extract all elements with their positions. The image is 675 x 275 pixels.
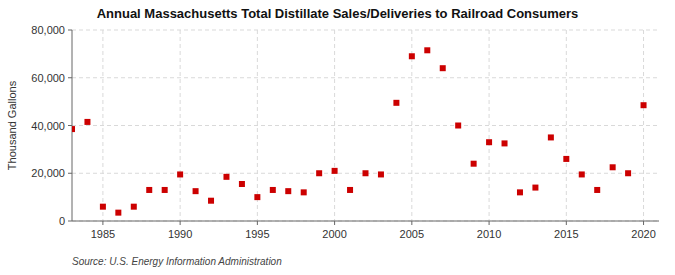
- x-tick: [257, 221, 258, 225]
- y-grid-line: [72, 125, 659, 126]
- point: [393, 100, 399, 106]
- point: [270, 187, 276, 193]
- point: [625, 170, 631, 176]
- x-grid-line: [489, 30, 490, 221]
- x-tick: [566, 221, 567, 225]
- y-tick-label: 60,000: [31, 72, 65, 84]
- point: [440, 65, 446, 71]
- x-tick-label: 2000: [322, 228, 346, 240]
- point: [100, 204, 106, 210]
- ticks: 1985 1990 1995 2000 2005 2010 2015 2020 0 20,000 4…: [31, 24, 655, 240]
- point: [548, 134, 554, 140]
- point: [223, 174, 229, 180]
- x-grid-line: [566, 30, 567, 221]
- point: [177, 171, 183, 177]
- grid: [72, 30, 659, 221]
- point: [610, 164, 616, 170]
- point: [131, 204, 137, 210]
- x-tick: [489, 221, 490, 225]
- point: [378, 171, 384, 177]
- point: [239, 181, 245, 187]
- x-tick-label: 2005: [400, 228, 424, 240]
- x-tick-label: 1990: [168, 228, 192, 240]
- y-grid-line: [72, 221, 659, 222]
- y-axis-label: Thousand Gallons: [6, 80, 18, 170]
- chart-svg: 1985 1990 1995 2000 2005 2010 2015 2020 0 20,000 4…: [0, 0, 675, 275]
- x-tick-label: 2020: [631, 228, 655, 240]
- point: [162, 187, 168, 193]
- point: [254, 194, 260, 200]
- point: [594, 187, 600, 193]
- point: [285, 188, 291, 194]
- point: [502, 140, 508, 146]
- x-tick-label: 1985: [91, 228, 115, 240]
- point: [301, 189, 307, 195]
- point: [72, 126, 75, 132]
- x-tick: [411, 221, 412, 225]
- point: [455, 123, 461, 129]
- y-tick: [68, 221, 72, 222]
- x-tick-label: 2015: [554, 228, 578, 240]
- point: [115, 210, 121, 216]
- x-grid-line: [180, 30, 181, 221]
- point: [486, 139, 492, 145]
- background: [0, 0, 675, 275]
- x-axis-line: [72, 221, 659, 222]
- x-tick-label: 1995: [245, 228, 269, 240]
- point: [347, 187, 353, 193]
- y-tick: [68, 30, 72, 31]
- point: [563, 156, 569, 162]
- y-tick-label: 0: [59, 215, 65, 227]
- point: [193, 188, 199, 194]
- y-tick-label: 20,000: [31, 167, 65, 179]
- y-tick-label: 80,000: [31, 24, 65, 36]
- point: [332, 168, 338, 174]
- point: [532, 185, 538, 191]
- point: [641, 102, 647, 108]
- y-tick: [68, 125, 72, 126]
- title: Annual Massachusetts Total Distillate Sa…: [97, 6, 579, 21]
- point: [471, 161, 477, 167]
- x-grid-line: [102, 30, 103, 221]
- x-tick: [334, 221, 335, 225]
- point: [208, 198, 214, 204]
- point: [363, 170, 369, 176]
- point: [579, 171, 585, 177]
- x-tick-label: 2010: [477, 228, 501, 240]
- x-tick: [643, 221, 644, 225]
- point: [517, 189, 523, 195]
- x-tick: [102, 221, 103, 225]
- x-tick: [180, 221, 181, 225]
- point: [84, 119, 90, 125]
- x-grid-line: [643, 30, 644, 221]
- x-grid-line: [334, 30, 335, 221]
- y-tick: [68, 173, 72, 174]
- point: [424, 47, 430, 53]
- y-tick-label: 40,000: [31, 120, 65, 132]
- y-grid-line: [72, 30, 659, 31]
- point: [409, 53, 415, 59]
- point: [316, 170, 322, 176]
- chart-container: 1985 1990 1995 2000 2005 2010 2015 2020 0 20,000 4…: [0, 0, 675, 275]
- point: [146, 187, 152, 193]
- x-grid-line: [257, 30, 258, 221]
- y-grid-line: [72, 77, 659, 78]
- points: [72, 47, 647, 215]
- source-note: Source: U.S. Energy Information Administ…: [72, 256, 282, 267]
- y-tick: [68, 77, 72, 78]
